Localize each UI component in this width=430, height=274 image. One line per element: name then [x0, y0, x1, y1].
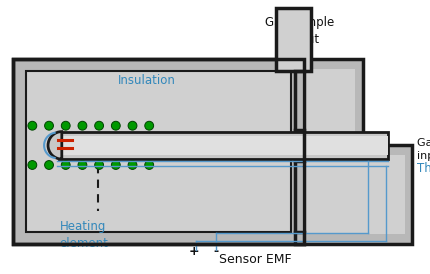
Text: Thermo: Thermo	[417, 162, 430, 175]
Bar	[302, 69, 356, 136]
Bar	[26, 71, 291, 232]
Circle shape	[78, 121, 87, 130]
Circle shape	[111, 121, 120, 130]
Circle shape	[145, 161, 154, 169]
Circle shape	[45, 121, 53, 130]
Circle shape	[145, 121, 154, 130]
Bar	[13, 59, 304, 244]
Circle shape	[111, 161, 120, 169]
Text: -: -	[213, 245, 218, 258]
Wedge shape	[48, 132, 62, 159]
Text: Gas sample
output: Gas sample output	[265, 16, 334, 46]
Bar	[59, 132, 388, 159]
Bar	[276, 8, 311, 71]
Circle shape	[61, 121, 70, 130]
Circle shape	[95, 161, 104, 169]
Bar	[295, 145, 412, 244]
Circle shape	[61, 161, 70, 169]
Circle shape	[78, 161, 87, 169]
Text: Sensor EMF: Sensor EMF	[219, 253, 292, 266]
Circle shape	[28, 121, 37, 130]
Circle shape	[95, 121, 104, 130]
Bar	[61, 136, 388, 155]
Text: Insulation: Insulation	[118, 74, 175, 87]
Text: Gas sample
input: Gas sample input	[417, 138, 430, 161]
Text: +: +	[189, 245, 200, 258]
Bar	[295, 59, 363, 145]
Circle shape	[28, 161, 37, 169]
Text: Heating
element: Heating element	[59, 220, 108, 250]
Circle shape	[128, 121, 137, 130]
Circle shape	[45, 161, 53, 169]
Circle shape	[128, 161, 137, 169]
Bar	[13, 59, 304, 244]
Bar	[302, 155, 405, 234]
